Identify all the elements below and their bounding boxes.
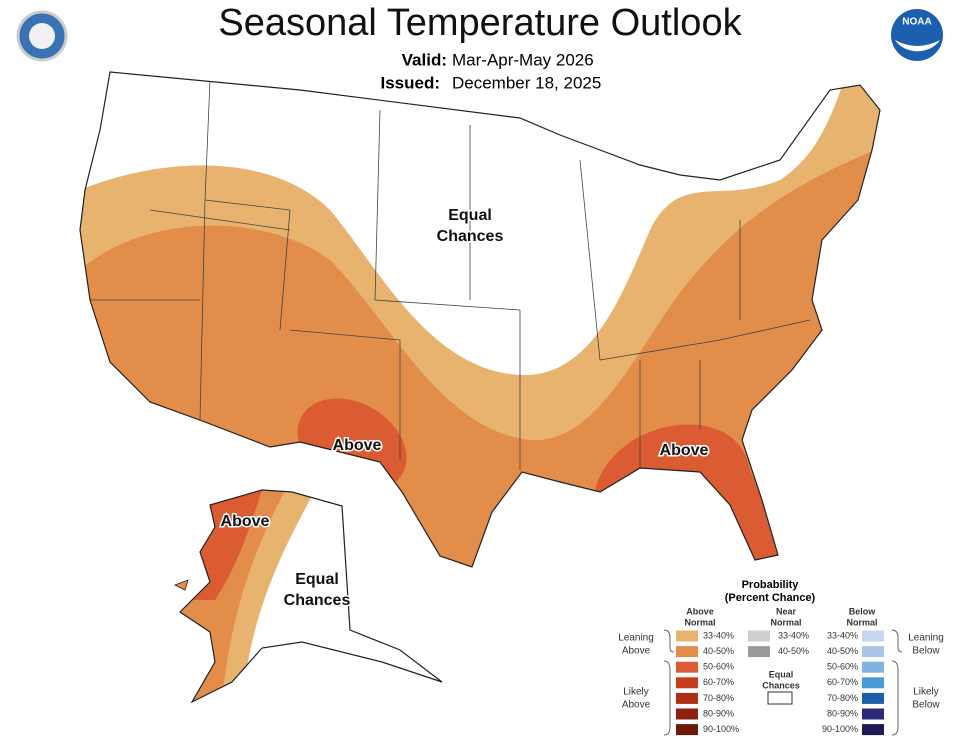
issued: December 18, 2025 <box>452 73 601 92</box>
legend-swatch <box>676 646 698 658</box>
issued-label: Issued: <box>380 73 440 92</box>
legend: Probability(Percent Chance)AboveNormal33… <box>618 579 944 736</box>
map-label: Above <box>221 513 270 530</box>
legend-swatch <box>676 677 698 689</box>
map-label: Chances <box>284 592 351 609</box>
legend-column-header: Normal <box>684 617 715 627</box>
legend-column-header: Normal <box>770 617 801 627</box>
legend-label: 60-70% <box>827 677 858 687</box>
legend-label: 60-70% <box>703 677 734 687</box>
legend-group-label: Above <box>622 700 651 711</box>
legend-column-header: Normal <box>846 617 877 627</box>
legend-group-label: Leaning <box>908 633 944 644</box>
legend-swatch <box>676 630 698 642</box>
conus-outline <box>79 71 881 568</box>
map-label: Above <box>660 442 709 459</box>
legend-swatch <box>748 646 770 658</box>
legend-brace <box>663 629 675 653</box>
legend-column-header: Near <box>776 606 797 616</box>
legend-label: 40-50% <box>778 646 809 656</box>
title: Seasonal Temperature Outlook <box>218 2 742 44</box>
legend-group-label: Leaning <box>618 633 654 644</box>
legend-swatch <box>862 692 884 704</box>
legend-swatch <box>676 661 698 673</box>
legend-equal-swatch <box>767 691 793 705</box>
legend-column-header: Below <box>849 606 877 616</box>
legend-label: 90-100% <box>703 724 739 734</box>
legend-swatch <box>862 630 884 642</box>
legend-swatch <box>676 724 698 736</box>
legend-label: 40-50% <box>827 646 858 656</box>
legend-label: 70-80% <box>703 693 734 703</box>
legend-group-label: Below <box>912 700 940 711</box>
legend-swatch <box>862 661 884 673</box>
legend-group-label: Above <box>622 646 651 657</box>
legend-swatch <box>862 708 884 720</box>
legend-label: 33-40% <box>778 630 809 640</box>
legend-swatch <box>862 677 884 689</box>
legend-swatch <box>676 708 698 720</box>
map-label: Equal <box>448 207 492 224</box>
legend-group-label: Likely <box>913 687 939 698</box>
legend-label: 50-60% <box>827 662 858 672</box>
legend-label: 70-80% <box>827 693 858 703</box>
map-label: Equal <box>295 571 339 588</box>
legend-swatch <box>862 724 884 736</box>
legend-swatch <box>676 692 698 704</box>
map-labels: Equal Chances Above Above Above Equal Chances <box>219 206 710 611</box>
legend-group-label: Below <box>912 646 940 657</box>
legend-label: 90-100% <box>822 724 858 734</box>
legend-brace <box>891 660 899 736</box>
island <box>174 579 189 591</box>
valid: Mar-Apr-May 2026 <box>452 50 594 69</box>
alaska-outline <box>179 489 443 704</box>
legend-group-label: Likely <box>623 687 649 698</box>
map-label: Above <box>333 437 382 454</box>
valid-label: Valid: <box>402 50 447 69</box>
legend-label: 80-90% <box>703 708 734 718</box>
legend-label: 40-50% <box>703 646 734 656</box>
legend-swatch <box>748 630 770 642</box>
legend-label: 33-40% <box>703 630 734 640</box>
legend-equal-label: Chances <box>762 680 800 690</box>
legend-label: 50-60% <box>703 662 734 672</box>
noaa-text: NOAA <box>902 17 931 28</box>
legend-brace <box>891 629 903 653</box>
legend-swatch <box>862 646 884 658</box>
legend-equal-label: Equal <box>769 669 794 679</box>
noaa-wave <box>895 40 940 52</box>
doc-seal-inner <box>29 23 55 49</box>
legend-title: (Percent Chance) <box>725 592 816 604</box>
map-label: Chances <box>437 228 504 245</box>
legend-label: 33-40% <box>827 630 858 640</box>
legend-label: 80-90% <box>827 708 858 718</box>
legend-brace <box>663 660 671 736</box>
legend-column-header: Above <box>686 606 714 616</box>
legend-title: Probability <box>742 579 800 591</box>
